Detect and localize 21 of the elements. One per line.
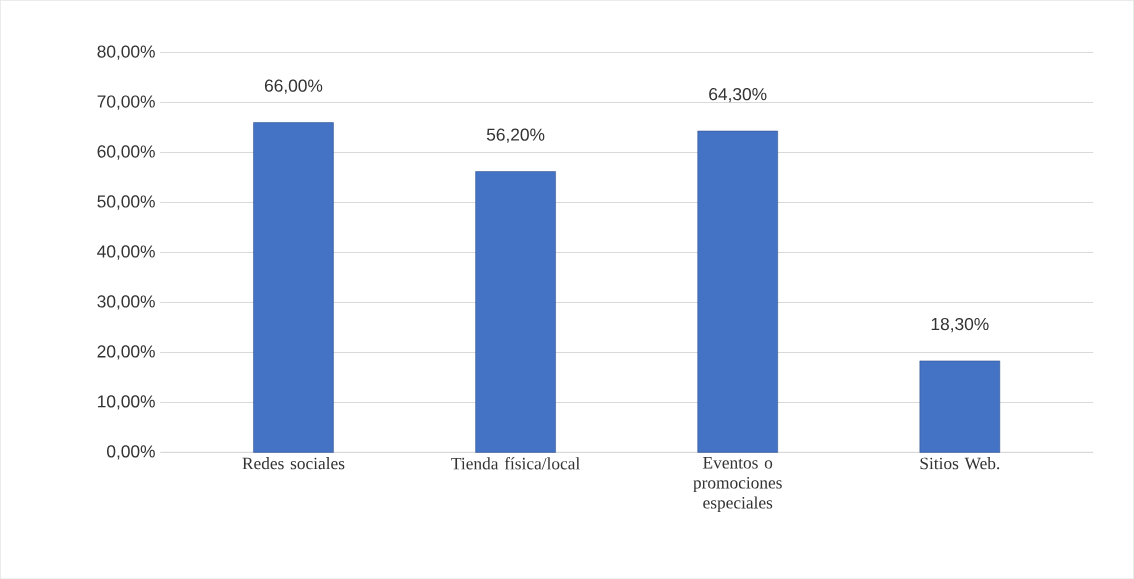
bar	[475, 171, 556, 453]
x-tick-label: Tienda física/local	[451, 456, 580, 470]
x-tick-label: Sitios Web.	[920, 456, 1000, 470]
data-label: 18,30%	[931, 317, 989, 333]
data-label: 66,00%	[264, 79, 323, 94]
bar	[697, 130, 778, 453]
bar	[253, 122, 334, 453]
y-tick-label: 80,00%	[97, 45, 155, 60]
y-tick-label: 70,00%	[97, 95, 155, 110]
y-tick-label: 50,00%	[97, 195, 155, 210]
x-tick-label: Redes sociales	[242, 456, 345, 470]
y-tick-label: 40,00%	[97, 245, 155, 260]
x-tick-label: Eventos o promociones especiales	[693, 456, 782, 512]
y-tick-label: 60,00%	[97, 145, 155, 160]
y-tick-label: 30,00%	[97, 295, 155, 310]
data-label: 64,30%	[709, 87, 767, 103]
y-tick-label: 20,00%	[97, 345, 155, 360]
y-tick-label: 10,00%	[98, 395, 155, 410]
y-tick-label: 0,00%	[107, 445, 155, 460]
bar	[919, 360, 1001, 453]
data-label: 56,20%	[486, 128, 545, 143]
